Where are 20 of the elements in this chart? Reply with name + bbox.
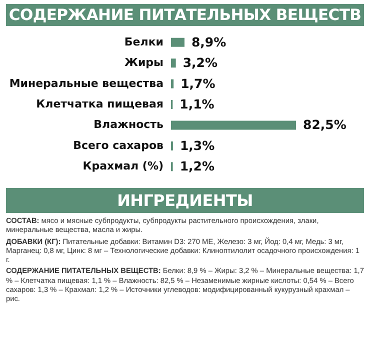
data-label: 3,2% [182,55,218,70]
bar [171,120,296,130]
data-label: 82,5% [303,117,347,132]
data-label: 1,1% [180,96,215,112]
data-label: 8,9% [191,34,227,50]
y-tick-label: Крахмал (%) [82,160,164,173]
chart-title: СОДЕРЖАНИЕ ПИТАТЕЛЬНЫХ ВЕЩЕСТВ [6,4,364,26]
bar [171,79,174,88]
data-label: 1,7% [180,76,216,91]
data-label: 1,3% [180,138,216,153]
bar [171,58,176,68]
y-tick-label: Жиры [124,56,164,70]
text: ИНГРЕДИЕНТЫ [6,188,364,213]
data-label: 1,2% [180,158,215,174]
y-tick-label: Белки [124,35,164,48]
y-tick-label: Клетчатка пищевая [36,98,164,110]
bar [171,38,184,47]
y-tick-label: Минеральные вещества [9,76,164,90]
y-tick-label: Влажность [94,118,164,132]
y-tick-label: Всего сахаров [73,138,164,152]
